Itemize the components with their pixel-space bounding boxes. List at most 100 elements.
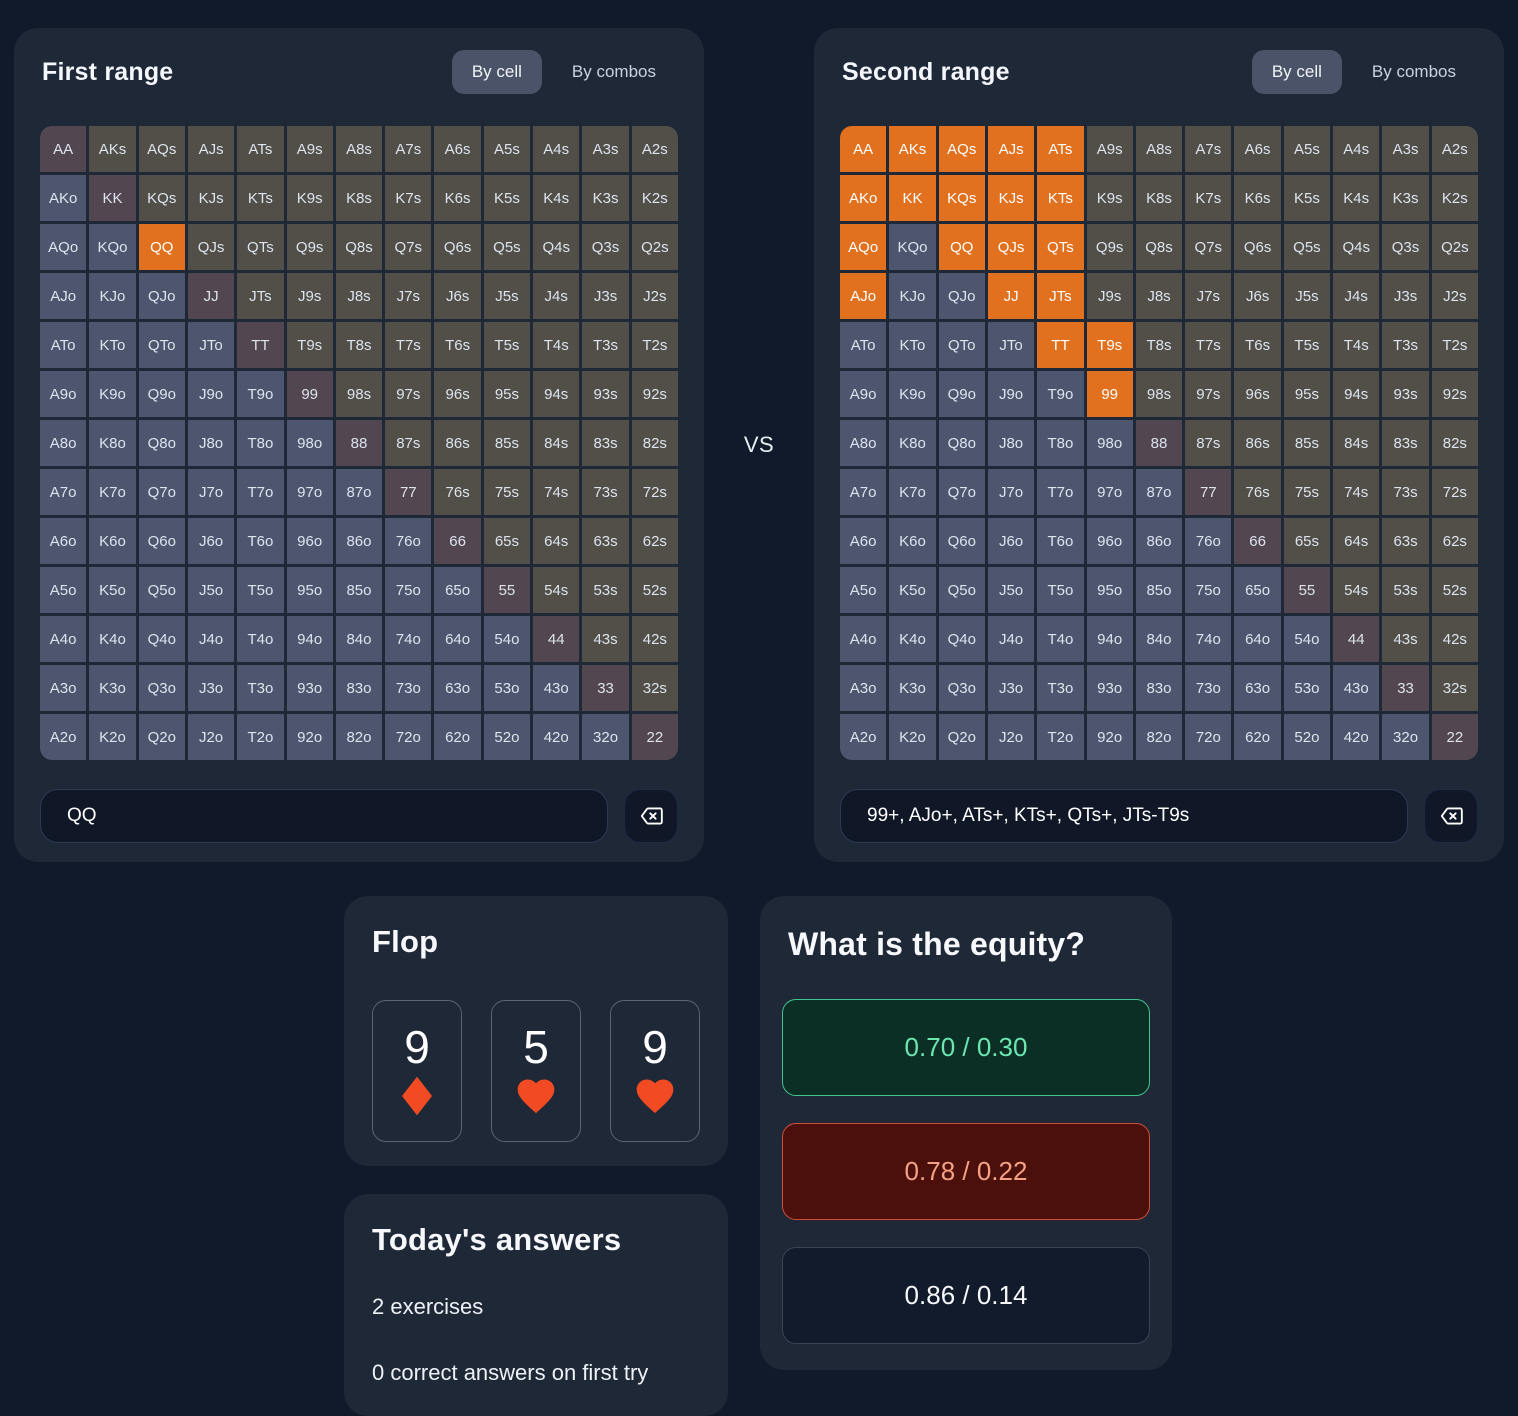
hand-cell-KQo[interactable]: KQo (89, 224, 136, 270)
hand-cell-A2s[interactable]: A2s (1431, 126, 1478, 172)
hand-cell-83o[interactable]: 83o (1135, 665, 1183, 711)
hand-cell-63o[interactable]: 63o (434, 665, 481, 711)
hand-cell-44[interactable]: 44 (1333, 616, 1380, 662)
hand-cell-32o[interactable]: 32o (582, 714, 629, 760)
second-range-clear-button[interactable] (1424, 789, 1478, 843)
hand-cell-97o[interactable]: 97o (1086, 469, 1133, 515)
hand-cell-Q7o[interactable]: Q7o (938, 469, 985, 515)
hand-cell-Q4s[interactable]: Q4s (533, 224, 580, 270)
hand-cell-54s[interactable]: 54s (1333, 567, 1380, 613)
hand-cell-83s[interactable]: 83s (1382, 420, 1429, 466)
hand-cell-AA[interactable]: AA (40, 126, 87, 172)
hand-cell-42o[interactable]: 42o (533, 714, 580, 760)
hand-cell-73s[interactable]: 73s (1382, 469, 1429, 515)
hand-cell-A5o[interactable]: A5o (840, 567, 887, 613)
hand-cell-K4s[interactable]: K4s (1333, 175, 1380, 221)
hand-cell-K9s[interactable]: K9s (1086, 175, 1133, 221)
hand-cell-52o[interactable]: 52o (483, 714, 531, 760)
hand-cell-J5o[interactable]: J5o (187, 567, 235, 613)
hand-cell-J9o[interactable]: J9o (187, 371, 235, 417)
hand-cell-J2o[interactable]: J2o (187, 714, 235, 760)
hand-cell-J4o[interactable]: J4o (187, 616, 235, 662)
hand-cell-T3s[interactable]: T3s (1382, 322, 1429, 368)
hand-cell-K3o[interactable]: K3o (89, 665, 136, 711)
hand-cell-KQs[interactable]: KQs (938, 175, 985, 221)
hand-cell-T5o[interactable]: T5o (1037, 567, 1084, 613)
hand-cell-J8o[interactable]: J8o (987, 420, 1035, 466)
hand-cell-AQo[interactable]: AQo (840, 224, 887, 270)
hand-cell-T3o[interactable]: T3o (1037, 665, 1084, 711)
hand-cell-K6o[interactable]: K6o (889, 518, 936, 564)
hand-cell-A2s[interactable]: A2s (631, 126, 678, 172)
hand-cell-T4s[interactable]: T4s (1333, 322, 1380, 368)
hand-cell-74o[interactable]: 74o (385, 616, 432, 662)
hand-cell-74s[interactable]: 74s (1333, 469, 1380, 515)
hand-cell-75s[interactable]: 75s (483, 469, 531, 515)
hand-cell-QTo[interactable]: QTo (938, 322, 985, 368)
hand-cell-A7o[interactable]: A7o (40, 469, 87, 515)
hand-cell-K5s[interactable]: K5s (1283, 175, 1331, 221)
hand-cell-86s[interactable]: 86s (1234, 420, 1281, 466)
hand-cell-K2o[interactable]: K2o (889, 714, 936, 760)
hand-cell-Q7s[interactable]: Q7s (385, 224, 432, 270)
hand-cell-K6s[interactable]: K6s (1234, 175, 1281, 221)
hand-cell-55[interactable]: 55 (1283, 567, 1331, 613)
hand-cell-QJo[interactable]: QJo (138, 273, 185, 319)
hand-cell-T9s[interactable]: T9s (286, 322, 333, 368)
hand-cell-84o[interactable]: 84o (1135, 616, 1183, 662)
hand-cell-T7s[interactable]: T7s (385, 322, 432, 368)
hand-cell-97o[interactable]: 97o (286, 469, 333, 515)
hand-cell-Q6s[interactable]: Q6s (1234, 224, 1281, 270)
hand-cell-87o[interactable]: 87o (335, 469, 383, 515)
hand-cell-K7s[interactable]: K7s (1185, 175, 1232, 221)
hand-cell-JTo[interactable]: JTo (987, 322, 1035, 368)
hand-cell-KTs[interactable]: KTs (237, 175, 284, 221)
hand-cell-83o[interactable]: 83o (335, 665, 383, 711)
hand-cell-T3s[interactable]: T3s (582, 322, 629, 368)
hand-cell-Q2o[interactable]: Q2o (138, 714, 185, 760)
hand-cell-AQs[interactable]: AQs (938, 126, 985, 172)
hand-cell-K8o[interactable]: K8o (89, 420, 136, 466)
hand-cell-K6s[interactable]: K6s (434, 175, 481, 221)
hand-cell-J7s[interactable]: J7s (385, 273, 432, 319)
hand-cell-J8o[interactable]: J8o (187, 420, 235, 466)
hand-cell-QJs[interactable]: QJs (187, 224, 235, 270)
hand-cell-76o[interactable]: 76o (385, 518, 432, 564)
hand-cell-92o[interactable]: 92o (286, 714, 333, 760)
hand-cell-Q5o[interactable]: Q5o (138, 567, 185, 613)
hand-cell-J4s[interactable]: J4s (533, 273, 580, 319)
hand-cell-JTs[interactable]: JTs (1037, 273, 1084, 319)
equity-option-incorrect[interactable]: 0.78 / 0.22 (782, 1123, 1150, 1220)
by-cell-button[interactable]: By cell (451, 50, 542, 94)
equity-option-neutral[interactable]: 0.86 / 0.14 (782, 1247, 1150, 1344)
hand-cell-65s[interactable]: 65s (483, 518, 531, 564)
hand-cell-95s[interactable]: 95s (1283, 371, 1331, 417)
hand-cell-A3o[interactable]: A3o (40, 665, 87, 711)
first-range-clear-button[interactable] (624, 789, 678, 843)
hand-cell-AKs[interactable]: AKs (89, 126, 136, 172)
hand-cell-A8o[interactable]: A8o (840, 420, 887, 466)
hand-cell-Q7s[interactable]: Q7s (1185, 224, 1232, 270)
hand-cell-T8o[interactable]: T8o (1037, 420, 1084, 466)
hand-cell-AJo[interactable]: AJo (40, 273, 87, 319)
hand-cell-92o[interactable]: 92o (1086, 714, 1133, 760)
hand-cell-54o[interactable]: 54o (1283, 616, 1331, 662)
hand-cell-A5s[interactable]: A5s (1283, 126, 1331, 172)
hand-cell-77[interactable]: 77 (1185, 469, 1232, 515)
hand-cell-T6s[interactable]: T6s (434, 322, 481, 368)
hand-cell-T4o[interactable]: T4o (1037, 616, 1084, 662)
hand-cell-A5s[interactable]: A5s (483, 126, 531, 172)
hand-cell-AKo[interactable]: AKo (40, 175, 87, 221)
hand-cell-AJo[interactable]: AJo (840, 273, 887, 319)
hand-cell-53s[interactable]: 53s (1382, 567, 1429, 613)
hand-cell-96s[interactable]: 96s (1234, 371, 1281, 417)
hand-cell-J3o[interactable]: J3o (987, 665, 1035, 711)
hand-cell-Q8s[interactable]: Q8s (1135, 224, 1183, 270)
hand-cell-94s[interactable]: 94s (1333, 371, 1380, 417)
hand-cell-J9s[interactable]: J9s (1086, 273, 1133, 319)
hand-cell-86o[interactable]: 86o (335, 518, 383, 564)
hand-cell-J6o[interactable]: J6o (187, 518, 235, 564)
hand-cell-32s[interactable]: 32s (631, 665, 678, 711)
hand-cell-T9o[interactable]: T9o (1037, 371, 1084, 417)
hand-cell-K2s[interactable]: K2s (1431, 175, 1478, 221)
